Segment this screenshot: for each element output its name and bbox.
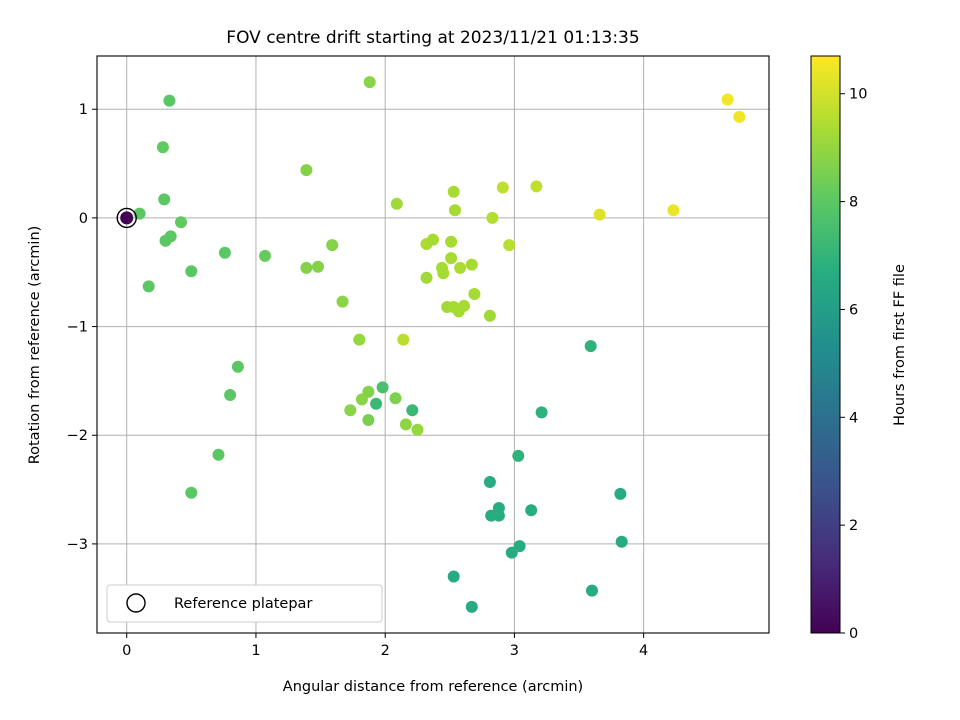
y-tick-label: −2	[67, 428, 88, 444]
x-tick-label: 4	[639, 643, 648, 659]
data-point	[465, 600, 478, 613]
y-tick-label: −1	[67, 320, 88, 336]
data-point	[420, 271, 433, 284]
reference-marker-group	[116, 207, 137, 229]
grid	[97, 56, 769, 633]
data-point	[185, 486, 198, 499]
data-point	[614, 487, 627, 500]
data-point	[156, 141, 169, 154]
reference-point	[120, 211, 134, 225]
data-point	[362, 385, 375, 398]
x-tick-label: 3	[510, 643, 519, 659]
colorbar-tick-label: 4	[849, 410, 858, 426]
data-point	[142, 280, 155, 293]
data-point	[336, 295, 349, 308]
data-point	[437, 267, 450, 280]
data-point	[525, 504, 538, 517]
data-point	[231, 360, 244, 373]
legend-label: Reference platepar	[174, 596, 312, 612]
data-point	[503, 239, 516, 252]
data-point	[449, 204, 461, 217]
colorbar	[811, 56, 840, 633]
data-point	[447, 570, 460, 583]
data-point	[535, 406, 548, 419]
x-tick-label: 2	[381, 643, 390, 659]
plot-frame	[96, 55, 770, 634]
data-point	[390, 197, 403, 210]
colorbar-tick-label: 0	[849, 626, 858, 642]
data-point	[300, 261, 313, 274]
data-point	[468, 288, 481, 300]
data-point	[389, 392, 402, 405]
data-point	[212, 448, 225, 461]
colorbar-tick-label: 2	[849, 518, 858, 534]
data-point	[458, 299, 470, 312]
y-tick-label: −3	[67, 537, 88, 553]
data-point	[344, 404, 357, 417]
chart-title: FOV centre drift starting at 2023/11/21 …	[226, 28, 639, 48]
x-tick-label: 1	[251, 643, 260, 659]
data-point	[406, 404, 419, 417]
colorbar-tick-label: 8	[849, 195, 858, 211]
data-point	[399, 418, 412, 431]
legend: Reference platepar	[106, 584, 383, 623]
data-point	[586, 584, 598, 597]
data-point	[483, 309, 496, 322]
x-tick-label: 0	[122, 643, 131, 659]
data-point	[496, 181, 509, 194]
y-axis-label: Rotation from reference (arcmin)	[27, 226, 43, 465]
data-point	[362, 414, 375, 426]
x-axis-ticks: 0 1 2 3 4	[122, 633, 648, 659]
data-point	[486, 211, 499, 224]
data-point	[427, 233, 439, 246]
data-point	[465, 258, 478, 271]
data-point	[721, 93, 734, 106]
data-point	[159, 234, 172, 247]
data-point	[733, 110, 746, 123]
data-point	[185, 265, 198, 278]
data-point	[376, 381, 389, 394]
data-point	[492, 509, 505, 522]
data-point	[353, 333, 366, 346]
data-point	[667, 204, 680, 217]
data-point	[175, 216, 187, 229]
data-point	[370, 397, 383, 410]
data-point	[224, 389, 237, 401]
colorbar-label: Hours from first FF file	[892, 264, 908, 426]
x-axis-label: Angular distance from reference (arcmin)	[283, 679, 583, 695]
data-point	[483, 476, 496, 488]
data-point	[445, 252, 458, 265]
colorbar-frame	[810, 55, 841, 634]
colorbar-ticks: 0 2 4 6 8 10	[840, 87, 867, 642]
data-point	[259, 249, 271, 262]
y-tick-label: 0	[79, 211, 88, 227]
data-point	[363, 76, 376, 89]
data-point	[505, 546, 518, 559]
data-point	[445, 235, 458, 248]
data-point	[218, 246, 231, 259]
data-point	[397, 333, 410, 346]
data-point	[158, 193, 171, 206]
legend-marker-icon	[126, 593, 146, 613]
data-point	[454, 261, 467, 274]
reference-ring-icon	[116, 207, 137, 229]
data-point	[312, 260, 324, 273]
legend-box	[106, 584, 383, 623]
data-point	[300, 164, 313, 177]
data-point	[530, 180, 543, 193]
scatter-points	[133, 76, 746, 613]
data-point	[326, 239, 339, 252]
data-point	[163, 94, 176, 107]
data-point	[411, 423, 424, 436]
data-point	[447, 185, 460, 198]
data-point	[593, 208, 606, 221]
data-point	[584, 340, 597, 353]
colorbar-tick-label: 6	[849, 302, 858, 318]
data-point	[615, 535, 628, 548]
y-tick-label: 1	[79, 102, 88, 118]
y-axis-ticks: 1 0 −1 −2 −3	[67, 102, 97, 553]
data-point	[512, 449, 525, 462]
colorbar-tick-label: 10	[849, 87, 867, 103]
